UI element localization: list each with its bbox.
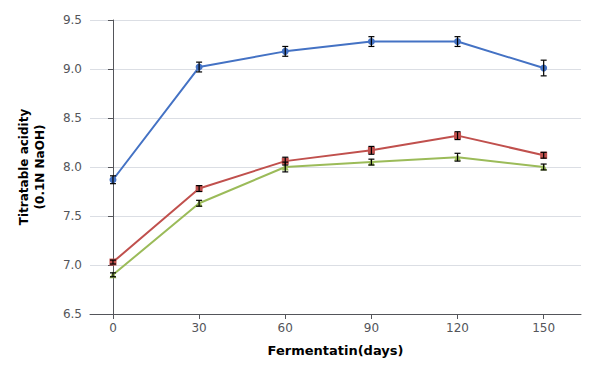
svg-text:0: 0 [109,321,117,335]
svg-text:Titratable acidity: Titratable acidity [17,109,31,226]
svg-text:9.0: 9.0 [63,62,82,76]
svg-text:6.5: 6.5 [63,307,82,321]
svg-text:60: 60 [278,321,293,335]
svg-text:8.0: 8.0 [63,160,82,174]
svg-text:150: 150 [532,321,555,335]
svg-text:9.5: 9.5 [63,13,82,27]
svg-text:7.5: 7.5 [63,209,82,223]
svg-text:(0.1N NaOH): (0.1N NaOH) [33,125,47,210]
svg-text:30: 30 [191,321,206,335]
svg-text:Fermentatin(days): Fermentatin(days) [268,343,404,358]
svg-text:120: 120 [446,321,469,335]
svg-text:7.0: 7.0 [63,258,82,272]
svg-text:8.5: 8.5 [63,111,82,125]
svg-text:90: 90 [364,321,379,335]
